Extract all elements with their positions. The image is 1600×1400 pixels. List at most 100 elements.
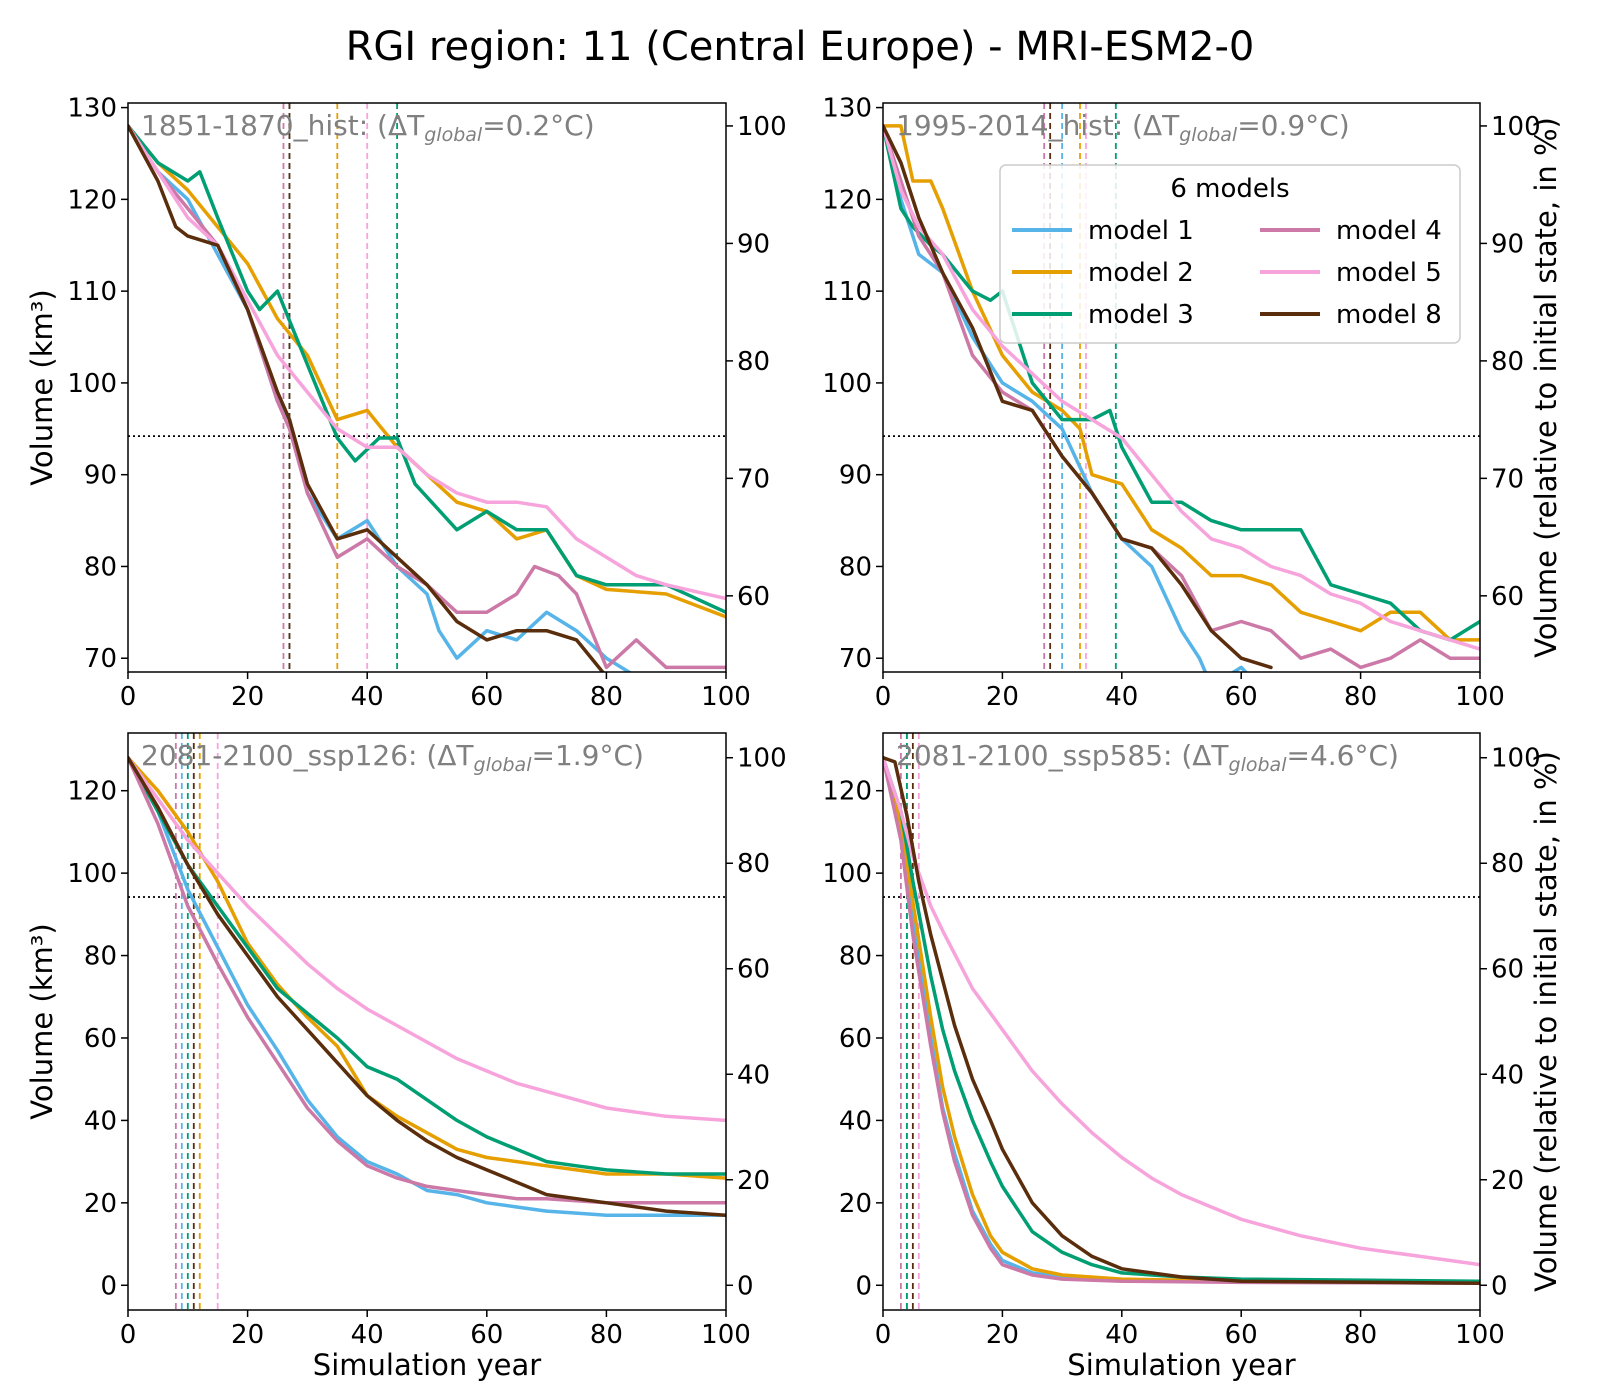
x-axis-label: Simulation year	[313, 1348, 541, 1382]
x-tick-label: 0	[875, 1320, 892, 1350]
panels: 0 20 40 60 80 100 70 80 90 100 110 120 130 60 70 80 90 10…	[25, 94, 1563, 1382]
x-tick-label: 100	[701, 682, 751, 712]
y-tick-label: 130	[822, 94, 872, 124]
x-tick-label: 0	[875, 682, 892, 712]
series-model-3	[128, 755, 726, 1176]
panel-label: 1995-2014_hist: (ΔTglobal=0.9°C)	[896, 109, 1350, 146]
panel-top-left: 0 20 40 60 80 100 70 80 90 100 110 120 130 60 70 80 90 10…	[25, 94, 787, 712]
panel-label: 2081-2100_ssp126: (ΔTglobal=1.9°C)	[141, 739, 644, 776]
y-axis-label: Volume (km³)	[25, 923, 59, 1119]
x-tick-label: 80	[1344, 1320, 1377, 1350]
panel-label-sub: global	[474, 754, 533, 776]
panel-label-end: =0.9°C)	[1237, 109, 1349, 142]
right-y-tick-label: 60	[1491, 955, 1524, 985]
y-tick-label: 130	[67, 94, 117, 124]
y-tick-label: 120	[822, 185, 872, 215]
series-model-8	[883, 755, 1480, 1285]
y-axis-label: Volume (km³)	[25, 289, 59, 485]
series-model-5	[883, 124, 1480, 651]
right-y-tick-label: 80	[1491, 849, 1524, 879]
right-y-axis-label: Volume (relative to initial state, in %)	[1529, 117, 1563, 658]
axes-frame	[882, 732, 1481, 1311]
right-y-tick-label: 100	[737, 112, 787, 142]
x-tick-label: 60	[470, 682, 503, 712]
x-tick-label: 40	[1105, 682, 1138, 712]
right-y-tick-label: 80	[737, 849, 770, 879]
panel-label-end: =0.2°C)	[482, 109, 594, 142]
right-y-tick-label: 80	[1491, 347, 1524, 377]
panel-label-main: 1995-2014_hist: (ΔT	[896, 109, 1180, 142]
series-model-1	[883, 755, 1480, 1285]
axes-frame	[127, 102, 727, 673]
y-tick-label: 100	[67, 859, 117, 889]
panel-label-main: 1851-1870_hist: (ΔT	[141, 109, 425, 142]
y-tick-label: 40	[839, 1106, 872, 1136]
right-y-tick-label: 100	[737, 744, 787, 774]
y-tick-label: 110	[822, 277, 872, 307]
panel-label-end: =1.9°C)	[531, 739, 643, 772]
x-tick-label: 60	[1225, 1320, 1258, 1350]
panel-label-sub: global	[1179, 124, 1238, 146]
axes-frame	[127, 732, 727, 1311]
series-model-5	[128, 124, 726, 601]
y-tick-label: 60	[84, 1024, 117, 1054]
panel-top-right: 0 20 40 60 80 100 70 80 90 100 110 120 130 60 70 80 90 10…	[822, 94, 1563, 712]
right-y-tick-label: 90	[1491, 229, 1524, 259]
x-tick-label: 0	[120, 682, 137, 712]
series-model-3	[883, 755, 1480, 1283]
x-tick-label: 20	[231, 1320, 264, 1350]
right-y-tick-label: 80	[737, 347, 770, 377]
y-tick-label: 20	[839, 1189, 872, 1219]
series-model-2	[883, 755, 1480, 1284]
series-model-2	[128, 755, 726, 1180]
series-model-2	[883, 124, 1480, 642]
series-model-8	[128, 755, 726, 1217]
series-model-4	[128, 755, 726, 1205]
y-tick-label: 60	[839, 1024, 872, 1054]
legend-title: 6 models	[1170, 174, 1289, 204]
series-model-8	[883, 124, 1273, 670]
legend: 6 models model 1 model 2 model 3 model 4 mode…	[999, 164, 1461, 344]
right-y-tick-label: 40	[737, 1060, 770, 1090]
right-y-axis-label: Volume (relative to initial state, in %)	[1529, 751, 1563, 1292]
right-y-tick-label: 60	[737, 955, 770, 985]
plot-area	[128, 103, 726, 672]
legend-entry: model 3	[1088, 300, 1194, 330]
panel-label-end: =4.6°C)	[1286, 739, 1398, 772]
x-tick-label: 20	[986, 1320, 1019, 1350]
panel-label-main: 2081-2100_ssp126: (ΔT	[141, 739, 474, 772]
right-y-tick-label: 100	[1491, 744, 1541, 774]
x-tick-label: 100	[701, 1320, 751, 1350]
series-model-8	[128, 124, 605, 672]
panel-bottom-right: 0 20 40 60 80 100 0 20 40 60 80 100 120 0 20 40 60 80 100 2…	[822, 732, 1563, 1382]
y-tick-label: 120	[822, 777, 872, 807]
y-tick-label: 100	[67, 369, 117, 399]
x-tick-label: 40	[351, 1320, 384, 1350]
legend-box	[999, 164, 1461, 344]
legend-entry: model 1	[1088, 216, 1194, 246]
y-tick-label: 120	[67, 777, 117, 807]
y-tick-label: 70	[84, 644, 117, 674]
x-tick-label: 80	[590, 1320, 623, 1350]
series-model-2	[128, 124, 726, 619]
legend-entry: model 4	[1336, 216, 1442, 246]
panel-label: 2081-2100_ssp585: (ΔTglobal=4.6°C)	[896, 739, 1399, 776]
y-tick-label: 90	[84, 461, 117, 491]
right-y-tick-label: 20	[1491, 1166, 1524, 1196]
series-model-5	[128, 755, 726, 1123]
series-model-1	[128, 755, 726, 1217]
right-y-tick-label: 0	[1491, 1271, 1508, 1301]
plot-area	[128, 733, 726, 1310]
right-y-tick-label: 0	[737, 1271, 754, 1301]
x-tick-label: 20	[231, 682, 264, 712]
panel-label-sub: global	[424, 124, 483, 146]
y-tick-label: 80	[839, 552, 872, 582]
x-tick-label: 40	[1105, 1320, 1138, 1350]
panel-label-main: 2081-2100_ssp585: (ΔT	[896, 739, 1229, 772]
series-model-3	[128, 124, 726, 615]
legend-entry: model 8	[1336, 300, 1442, 330]
panel-label-sub: global	[1229, 754, 1288, 776]
x-tick-label: 60	[1225, 682, 1258, 712]
panel-label: 1851-1870_hist: (ΔTglobal=0.2°C)	[141, 109, 595, 146]
